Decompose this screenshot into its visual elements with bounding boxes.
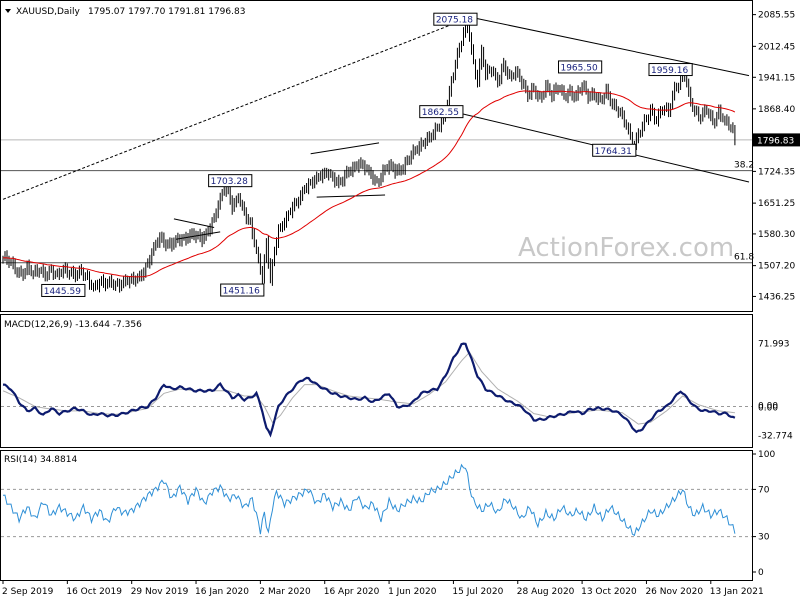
rsi-series-group [1, 463, 752, 538]
price-panel-frame [0, 0, 753, 312]
x-tick-label-7: 15 Jul 2020 [452, 587, 503, 597]
last-price-tag [753, 133, 800, 147]
rsi-tick-label-2: 30 [758, 533, 770, 543]
macd-tick-label-0: 71.993 [758, 339, 790, 349]
fib-label-0: 38.2 [734, 161, 754, 171]
chart-header-ohlc: 1795.07 1797.70 1791.81 1796.83 [88, 7, 245, 17]
x-tick-label-11: 13 Jan 2021 [710, 587, 764, 597]
macd-tick-label-1: 0.00 [758, 402, 778, 412]
x-tick-label-10: 26 Nov 2020 [645, 587, 703, 597]
axis-group: 2085.55 2012.45 1941.15 1868.40 1724.35 1651.… [2, 11, 795, 597]
macd-line [2, 342, 736, 438]
rsi-tick-label-0: 100 [758, 450, 775, 460]
watermark: ActionForex.com [518, 233, 734, 263]
channel-top-line [465, 15, 750, 77]
macd-panel-frame [0, 314, 753, 448]
price-callout-label-3: 1862.55 [422, 108, 459, 118]
price-tick-label-5: 1724.35 [758, 167, 795, 177]
price-tick-label-2: 1941.15 [758, 73, 795, 83]
x-tick-label-0: 2 Sep 2019 [2, 587, 54, 597]
macd-series-group [1, 342, 752, 438]
price-tick-label-8: 1507.20 [758, 262, 795, 272]
price-callout-box-0 [433, 12, 478, 26]
trend-dotted-line [2, 18, 466, 200]
macd-signal-line [2, 351, 735, 425]
price-callout-label-6: 1445.59 [44, 287, 81, 297]
price-series-group: 38.2 61.8 2075.18 1965.50 1959.16 1862.55 1764… [1, 12, 754, 297]
price-tick-label-6: 1651.25 [758, 199, 795, 209]
price-callout-box-1 [557, 60, 603, 74]
pattern-upper-line-1 [310, 142, 380, 155]
rsi-panel-frame [0, 450, 753, 581]
x-tick-label-8: 28 Aug 2020 [517, 587, 575, 597]
price-tick-label-7: 1580.30 [758, 230, 795, 240]
price-callout-box-2 [648, 63, 693, 77]
fib-label-1: 61.8 [734, 253, 754, 263]
price-callout-box-4 [592, 143, 637, 157]
x-tick-label-1: 16 Oct 2019 [66, 587, 122, 597]
x-tick-label-4: 2 Mar 2020 [259, 587, 311, 597]
macd-label: MACD(12,26,9) -13.644 -7.356 [4, 320, 142, 330]
macd-tick-label-2: 0.00 [758, 404, 778, 414]
price-callout-label-7: 1451.16 [223, 287, 260, 297]
rsi-line [2, 463, 736, 537]
price-callout-box-5 [208, 174, 253, 188]
pattern-lower-line-1 [316, 194, 386, 198]
price-callout-label-2: 1959.16 [651, 66, 688, 76]
ema-line [2, 90, 736, 278]
pattern-upper-line-0 [173, 218, 215, 229]
rsi-label: RSI(14) 34.8814 [4, 455, 77, 465]
rsi-tick-label-1: 70 [758, 485, 770, 495]
x-tick-label-3: 16 Jan 2020 [195, 587, 249, 597]
price-callout-box-7 [220, 283, 265, 297]
price-bars [2, 14, 736, 293]
macd-tick-label-3: -32.774 [758, 431, 793, 441]
price-tick-label-3: 1868.40 [758, 105, 795, 115]
price-tick-label-9: 1436.25 [758, 292, 795, 302]
price-callout-label-4: 1764.31 [595, 147, 632, 157]
rsi-tick-label-3: 0 [758, 568, 764, 578]
header-arrow-icon [5, 9, 11, 13]
price-tick-label-0: 2085.55 [758, 11, 795, 21]
x-tick-label-5: 16 Apr 2020 [324, 587, 380, 597]
x-tick-label-2: 29 Nov 2019 [131, 587, 189, 597]
last-price-value: 1796.83 [757, 136, 794, 146]
price-callout-label-5: 1703.28 [211, 177, 248, 187]
price-tick-label-1: 2012.45 [758, 42, 795, 52]
price-callout-box-3 [419, 105, 464, 119]
x-tick-label-6: 1 Jun 2020 [388, 587, 437, 597]
price-callout-label-1: 1965.50 [560, 63, 597, 73]
price-callout-label-0: 2075.18 [436, 16, 473, 26]
price-callout-box-6 [41, 283, 86, 297]
chart-header-symbol: XAUUSD,Daily [16, 7, 80, 17]
x-tick-label-9: 13 Oct 2020 [581, 587, 637, 597]
